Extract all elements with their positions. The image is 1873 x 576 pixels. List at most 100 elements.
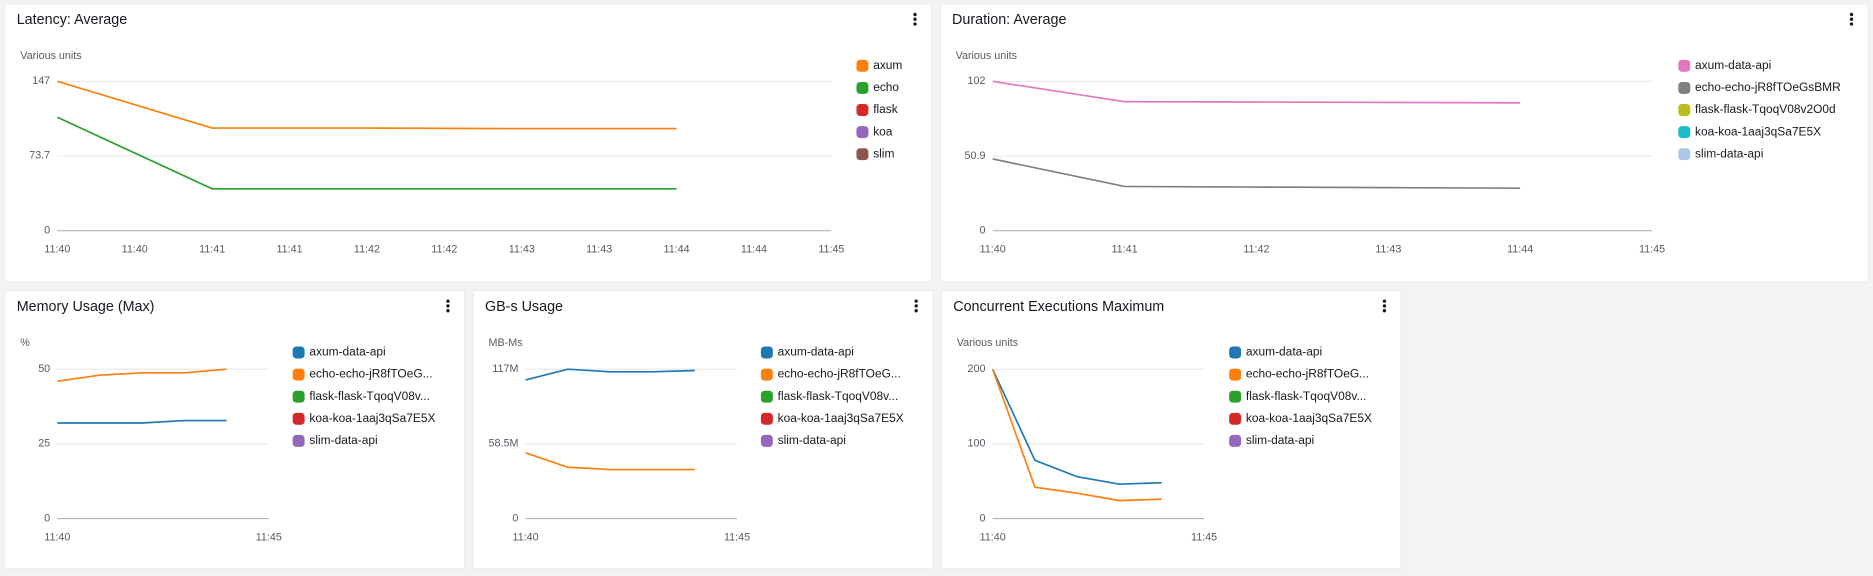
menu-dot	[446, 299, 450, 303]
legend-swatch	[292, 434, 305, 447]
series-line	[57, 419, 227, 424]
menu-dot	[446, 309, 450, 313]
legend-label: flask-flask-TqoqV08v2O0d	[1695, 102, 1836, 116]
widget: GB-s Usage MB-Ms 0 58.5M 117M 11:40 11:45 axum-…	[472, 289, 934, 570]
legend-item[interactable]: slim-data-api	[760, 433, 846, 447]
x-tick-label: 11:43	[1375, 244, 1401, 256]
legend-swatch	[760, 368, 773, 381]
legend-item[interactable]: flask-flask-TqoqV08v...	[760, 389, 899, 403]
menu-dot	[446, 304, 450, 308]
legend-label: echo-echo-jR8fTOeGsBMR	[1695, 80, 1841, 94]
x-tick-label: 11:45	[1639, 244, 1665, 256]
legend-swatch	[760, 434, 773, 447]
menu-dot	[1849, 17, 1854, 21]
menu-dot	[1849, 12, 1854, 17]
x-tick-label: 11:41	[1111, 244, 1137, 256]
legend-label: slim-data-api	[309, 433, 377, 447]
series-line	[992, 80, 1521, 104]
menu-dot	[913, 12, 917, 17]
x-tick-label: 11:41	[199, 244, 225, 256]
series-line	[525, 452, 695, 471]
widget-menu[interactable]	[913, 12, 917, 26]
legend-item[interactable]: flask-flask-TqoqV08v...	[292, 389, 430, 403]
legend-swatch	[1229, 368, 1242, 381]
legend-item[interactable]: axum	[856, 58, 902, 72]
y-tick-label: 200	[968, 363, 986, 375]
y-tick-label: 0	[512, 512, 518, 524]
legend-item[interactable]: koa-koa-1aaj3qSa7E5X	[1678, 124, 1821, 138]
legend-item[interactable]: slim-data-api	[292, 433, 378, 447]
legend-item[interactable]: koa-koa-1aaj3qSa7E5X	[760, 411, 904, 425]
x-tick-label: 11:45	[256, 531, 282, 543]
menu-dot	[1382, 299, 1387, 303]
menu-dot	[914, 299, 918, 303]
legend-label: koa-koa-1aaj3qSa7E5X	[778, 411, 904, 425]
legend-item[interactable]: flask-flask-TqoqV08v...	[1229, 389, 1366, 403]
legend-swatch	[292, 412, 305, 425]
legend-label: flask-flask-TqoqV08v...	[778, 389, 899, 403]
legend-item[interactable]: echo-echo-jR8fTOeG...	[292, 367, 433, 381]
series-line	[57, 368, 227, 383]
x-tick-label: 11:42	[431, 244, 457, 256]
legend-label: flask-flask-TqoqV08v...	[1246, 389, 1367, 403]
widget-panel	[4, 289, 466, 570]
legend-item[interactable]: echo	[856, 80, 899, 94]
legend-item[interactable]: axum-data-api	[1678, 58, 1771, 72]
legend-item[interactable]: flask-flask-TqoqV08v2O0d	[1678, 102, 1836, 116]
legend-item[interactable]: slim	[856, 146, 894, 160]
legend-swatch	[760, 412, 773, 425]
y-tick-label: 0	[44, 512, 50, 524]
x-tick-label: 11:40	[513, 531, 539, 543]
legend-swatch	[760, 346, 773, 359]
widget-menu[interactable]	[1382, 299, 1387, 313]
legend-swatch	[1229, 434, 1242, 447]
legend-item[interactable]: slim-data-api	[1678, 146, 1763, 160]
y-tick-label: 0	[979, 225, 985, 237]
widget: Latency: Average Various units 0 73.7 147 11:…	[4, 3, 933, 283]
legend-item[interactable]: koa-koa-1aaj3qSa7E5X	[1229, 411, 1372, 425]
series-line	[991, 368, 1162, 486]
legend-item[interactable]: axum-data-api	[292, 345, 386, 359]
legend-label: echo-echo-jR8fTOeG...	[309, 367, 432, 381]
legend-item[interactable]: echo-echo-jR8fTOeG...	[760, 367, 901, 381]
legend-item[interactable]: echo-echo-jR8fTOeGsBMR	[1678, 80, 1841, 94]
widget-panel	[939, 3, 1869, 283]
x-tick-label: 11:42	[354, 244, 380, 256]
legend-label: echo	[873, 80, 899, 94]
legend-item[interactable]: echo-echo-jR8fTOeG...	[1229, 367, 1369, 381]
legend-label: koa-koa-1aaj3qSa7E5X	[1246, 411, 1372, 425]
legend-swatch	[856, 148, 869, 161]
legend-item[interactable]: koa-koa-1aaj3qSa7E5X	[292, 411, 436, 425]
x-tick-label: 11:45	[818, 244, 844, 256]
widget-menu[interactable]	[914, 299, 918, 313]
widget-panel	[4, 3, 933, 283]
legend-swatch	[856, 104, 869, 116]
x-tick-label: 11:42	[1243, 244, 1269, 256]
x-tick-label: 11:41	[276, 244, 302, 256]
legend-item[interactable]: axum-data-api	[1229, 345, 1322, 359]
widget-menu[interactable]	[446, 299, 450, 313]
widget-title: Duration: Average	[952, 12, 1066, 28]
legend-label: axum-data-api	[309, 345, 385, 359]
legend-label: slim-data-api	[778, 433, 846, 447]
legend-label: slim-data-api	[1695, 146, 1763, 160]
legend-item[interactable]: axum-data-api	[760, 345, 854, 359]
legend-item[interactable]: koa	[856, 124, 893, 138]
y-tick-label: 100	[968, 438, 986, 450]
widget-title: Memory Usage (Max)	[17, 299, 155, 315]
y-axis-label: Various units	[20, 50, 81, 62]
legend-item[interactable]: flask	[856, 102, 898, 116]
y-tick-label: 58.5M	[489, 438, 519, 450]
legend-item[interactable]: slim-data-api	[1229, 433, 1314, 447]
legend-label: axum	[873, 58, 902, 72]
x-tick-label: 11:43	[509, 244, 535, 256]
menu-dot	[914, 309, 918, 313]
menu-dot	[914, 304, 918, 308]
widget-title: Latency: Average	[17, 12, 127, 28]
widget-menu[interactable]	[1849, 12, 1854, 26]
menu-dot	[913, 17, 917, 21]
widget-panel	[472, 289, 934, 570]
x-tick-label: 11:44	[741, 244, 767, 256]
x-tick-label: 11:45	[724, 531, 750, 543]
y-tick-label: 25	[38, 438, 50, 450]
